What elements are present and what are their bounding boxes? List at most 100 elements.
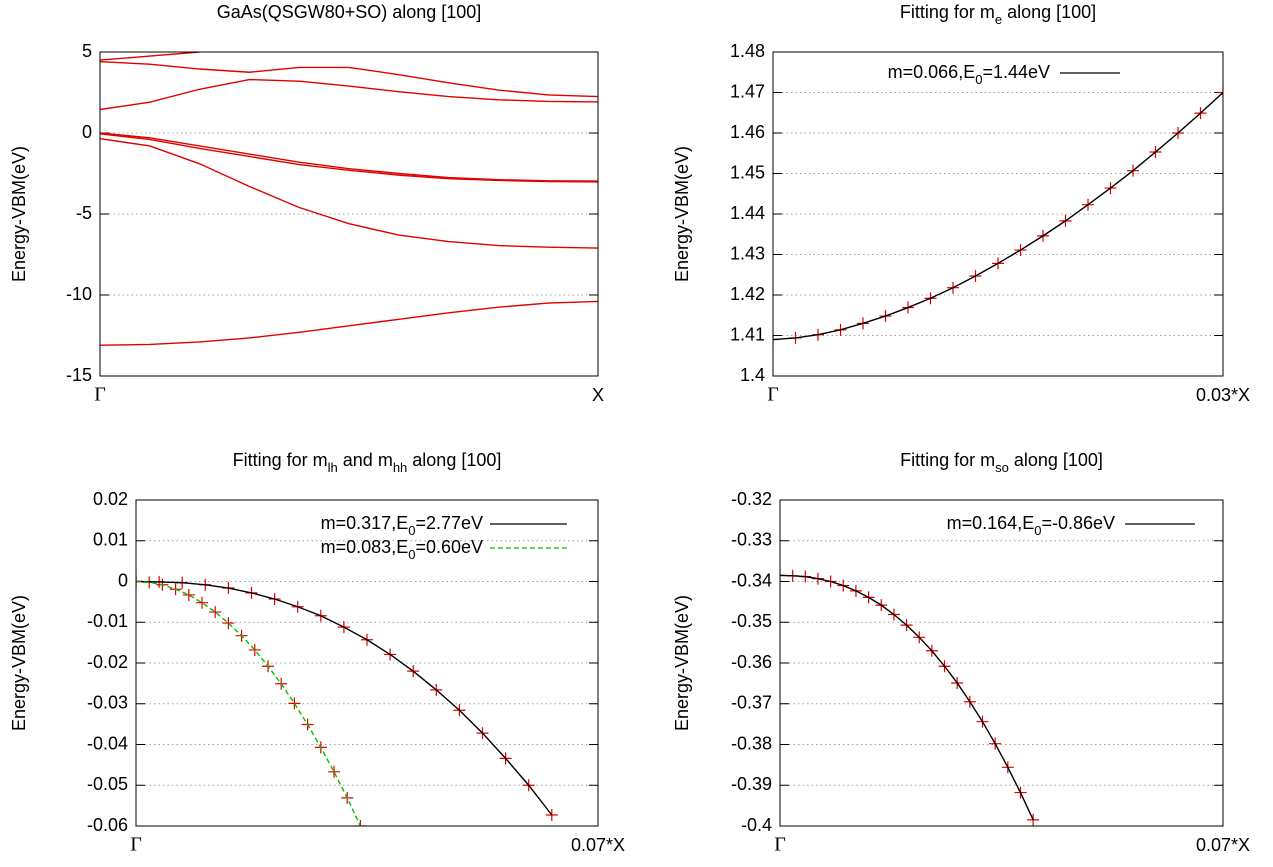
y-tick-label: -0.34 — [731, 570, 772, 590]
plot-area — [780, 569, 1040, 826]
y-tick-label: -0.39 — [731, 774, 772, 794]
legend-label-part: 0 — [1034, 523, 1041, 538]
y-tick-label: -15 — [66, 365, 92, 385]
chart-title: Fitting for mso along [100] — [900, 450, 1103, 475]
x-tick-label: 0.07*X — [571, 835, 625, 855]
y-tick-label: 1.43 — [730, 243, 765, 263]
plot-area — [136, 575, 558, 826]
chart-title: Fitting for me along [100] — [900, 2, 1096, 27]
data-point — [182, 588, 195, 601]
data-line — [100, 300, 598, 346]
x-tick-label: Γ — [774, 834, 786, 856]
y-tick-label: 1.4 — [740, 365, 765, 385]
y-tick-label: 0 — [118, 570, 128, 590]
panel: 1.48 1.47 1.46 1.45 1.44 1.43 1.42 1.41 1.4Γ 0.03… — [672, 2, 1250, 406]
y-tick-label: -0.4 — [741, 815, 772, 835]
legend-label-part: =-0.86eV — [1041, 513, 1115, 533]
axes-frame — [779, 499, 1224, 827]
x-tick-label: Γ — [767, 384, 779, 406]
chart-title-part: along [100] — [1009, 450, 1103, 470]
chart-title-part: Fitting for m — [900, 450, 995, 470]
y-tick-label: 1.42 — [730, 284, 765, 304]
data-line — [100, 137, 598, 249]
y-axis-label: Energy-VBM(eV) — [9, 595, 29, 731]
legend-label: m=0.164,E0=-0.86eV — [947, 513, 1115, 538]
y-tick-label: -5 — [76, 203, 92, 223]
data-point — [328, 765, 340, 778]
legend-label-part: 0 — [975, 72, 982, 87]
chart-title-part: along [100] — [407, 450, 501, 470]
y-tick-label: -0.06 — [87, 815, 128, 835]
data-line — [136, 580, 553, 816]
y-tick-label: -0.04 — [87, 733, 128, 753]
panel: -0.32 -0.33 -0.34 -0.35 -0.36 -0.37 -0.38 -0.39… — [672, 450, 1250, 856]
y-tick-label: 5 — [82, 41, 92, 61]
data-line — [100, 52, 200, 61]
chart-title: GaAs(QSGW80+SO) along [100] — [217, 2, 482, 22]
chart-title-part: lh — [328, 460, 338, 475]
chart-title-part: e — [995, 12, 1002, 27]
data-line — [780, 574, 1034, 821]
legend-label: m=0.083,E0=0.60eV — [321, 537, 483, 562]
chart-title-part: along [100] — [1002, 2, 1096, 22]
x-tick-label: Γ — [130, 834, 142, 856]
y-tick-label: 0.02 — [93, 489, 128, 509]
axes-frame — [772, 51, 1224, 377]
y-tick-label: 1.44 — [730, 203, 765, 223]
chart-title-part: hh — [393, 460, 407, 475]
x-tick-label: 0.03*X — [1196, 385, 1250, 405]
chart-title-part: GaAs(QSGW80+SO) along [100] — [217, 2, 482, 22]
legend-label-part: m=0.317,E — [321, 513, 409, 533]
y-tick-label: -0.37 — [731, 693, 772, 713]
data-line — [136, 580, 362, 826]
legend-label-part: =1.44eV — [982, 62, 1050, 82]
data-line — [100, 132, 598, 182]
y-tick-label: -0.33 — [731, 530, 772, 550]
y-tick-label: -10 — [66, 284, 92, 304]
plot-area — [100, 52, 598, 346]
data-line — [100, 61, 598, 98]
y-axis-label: Energy-VBM(eV) — [672, 146, 692, 282]
legend-label: m=0.066,E0=1.44eV — [888, 62, 1050, 87]
data-line — [773, 91, 1223, 341]
y-tick-label: -0.03 — [87, 693, 128, 713]
legend-label-part: =0.60eV — [415, 537, 483, 557]
y-tick-label: -0.38 — [731, 733, 772, 753]
x-tick-label: Γ — [94, 384, 106, 406]
y-tick-label: -0.36 — [731, 652, 772, 672]
y-tick-label: -0.01 — [87, 611, 128, 631]
y-axis-label: Energy-VBM(eV) — [9, 146, 29, 282]
x-tick-label: 0.07*X — [1196, 835, 1250, 855]
axes-frame — [99, 51, 599, 377]
y-tick-label: 1.47 — [730, 81, 765, 101]
y-tick-label: 0.01 — [93, 530, 128, 550]
data-point — [222, 617, 235, 630]
panel: 5 0 -5 -10 -15Γ X GaAs(QSGW80+SO) along [100] E… — [9, 2, 604, 406]
data-point — [209, 606, 222, 619]
data-point — [248, 643, 261, 656]
y-tick-label: -0.32 — [731, 489, 772, 509]
data-line — [100, 78, 598, 111]
data-point — [354, 820, 367, 826]
chart-title-part: Fitting for m — [233, 450, 328, 470]
data-point — [196, 596, 208, 609]
y-tick-label: -0.02 — [87, 652, 128, 672]
axes-frame — [135, 499, 599, 827]
y-tick-label: 1.46 — [730, 122, 765, 142]
chart-title: Fitting for mlh and mhh along [100] — [233, 450, 502, 475]
data-line — [100, 133, 598, 183]
y-tick-label: 1.48 — [730, 41, 765, 61]
y-tick-label: 0 — [82, 122, 92, 142]
chart-title-part: and m — [338, 450, 393, 470]
data-point — [1217, 86, 1223, 99]
y-tick-label: -0.05 — [87, 774, 128, 794]
legend-label-part: m=0.164,E — [947, 513, 1035, 533]
legend-label-part: =2.77eV — [415, 513, 483, 533]
data-point — [288, 697, 301, 710]
legend-label-part: m=0.083,E — [321, 537, 409, 557]
y-tick-label: 1.45 — [730, 162, 765, 182]
legend-label-part: 0 — [408, 523, 415, 538]
y-axis-label: Energy-VBM(eV) — [672, 595, 692, 731]
legend-label: m=0.317,E0=2.77eV — [321, 513, 483, 538]
